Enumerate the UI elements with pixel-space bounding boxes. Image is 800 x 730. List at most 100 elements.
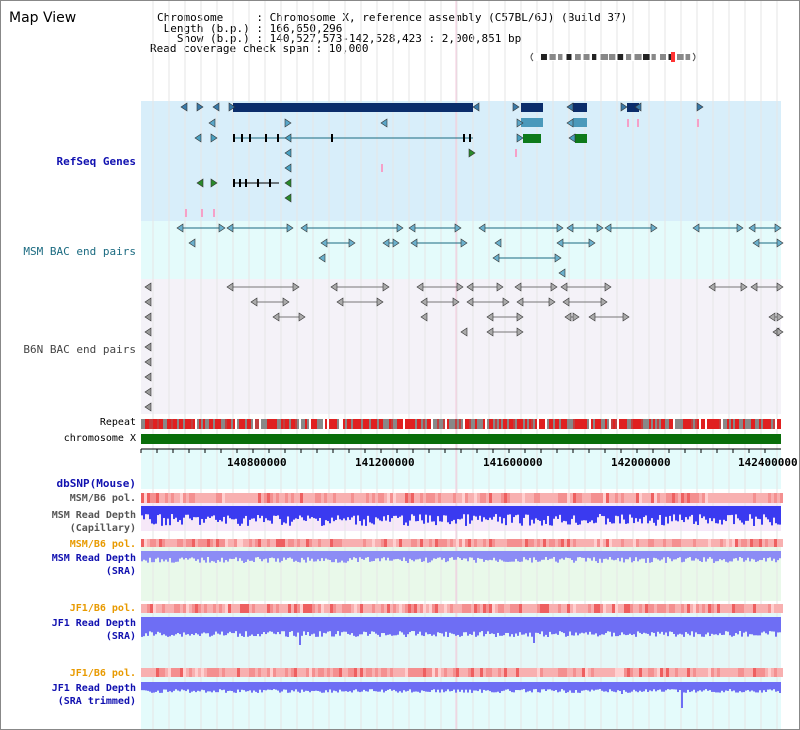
track-label-msm-pol[interactable]: MSM/B6 pol. <box>69 493 136 504</box>
jf1-depth-sra-bar <box>415 617 417 636</box>
msm-pol2-cell <box>636 539 639 547</box>
track-label-b6n-bac[interactable]: B6N BAC end pairs <box>23 343 136 356</box>
jf1-depth-sra-bar <box>481 617 483 632</box>
jf1-pol2-cell <box>309 668 312 677</box>
jf1-depth-trimmed-bar <box>663 682 665 692</box>
jf1-depth-trimmed-bar <box>409 682 411 690</box>
jf1-depth-sra-bar <box>165 617 167 636</box>
msm-pol-cell <box>252 493 255 503</box>
track-label-msm-depth-capillary[interactable]: MSM Read Depth (Capillary) <box>51 510 136 534</box>
msm-depth-sra-bar <box>437 551 439 558</box>
jf1-depth-trimmed-bar <box>695 682 697 693</box>
repeat-segment <box>579 419 581 429</box>
jf1-depth-trimmed-bar <box>427 682 429 692</box>
jf1-depth-sra-bar <box>289 617 291 632</box>
jf1-depth-trimmed-bar <box>211 682 213 693</box>
jf1-pol-cell <box>363 604 366 613</box>
msm-depth-sra-bar <box>249 551 251 561</box>
jf1-depth-sra-bar <box>227 617 229 634</box>
repeat-segment <box>407 419 409 429</box>
msm-depth-sra-bar <box>577 551 579 558</box>
msm-depth-capillary-bar <box>313 506 315 519</box>
exon <box>241 134 243 142</box>
direction-arrow <box>736 223 744 233</box>
track-label-msm-pol-2[interactable]: MSM/B6 pol. <box>69 539 136 550</box>
track-label-dbsnp[interactable]: dbSNP(Mouse) <box>56 477 136 490</box>
msm-depth-capillary-bar <box>529 506 531 526</box>
msm-pol2-cell <box>711 539 714 547</box>
jf1-depth-sra-bar <box>185 617 187 635</box>
repeat-segment <box>429 419 431 429</box>
jf1-depth-trimmed-bar <box>373 682 375 692</box>
jf1-depth-trimmed-bar <box>389 682 391 690</box>
jf1-pol-cell <box>468 604 471 613</box>
jf1-pol-cell <box>432 604 435 613</box>
msm-depth-sra-bar <box>175 551 177 562</box>
msm-pol2-cell <box>351 539 354 547</box>
direction-arrow <box>144 282 152 292</box>
msm-pol-cell <box>429 493 432 503</box>
msm-pol2-cell <box>330 539 333 547</box>
msm-pol-cell <box>348 493 351 503</box>
jf1-depth-sra-bar <box>757 617 759 636</box>
repeat-segment <box>705 419 707 429</box>
msm-pol2-cell <box>753 539 756 547</box>
track-label-refseq[interactable]: RefSeq Genes <box>56 155 136 168</box>
jf1-depth-trimmed-bar <box>513 682 515 693</box>
msm-pol-cell <box>615 493 618 503</box>
msm-pol-cell <box>309 493 312 503</box>
jf1-depth-trimmed-bar <box>575 682 577 690</box>
jf1-pol2-cell <box>234 668 237 677</box>
msm-depth-capillary-bar <box>353 506 355 516</box>
msm-pol2-cell <box>558 539 561 547</box>
track-label-jf1-pol[interactable]: JF1/B6 pol. <box>69 603 136 614</box>
msm-pol2-cell <box>729 539 732 547</box>
msm-depth-sra-bar <box>543 551 545 560</box>
track-label-msm-bac[interactable]: MSM BAC end pairs <box>23 245 136 258</box>
repeat-segment <box>315 419 317 429</box>
jf1-pol-cell <box>252 604 255 613</box>
msm-depth-sra-bar <box>701 551 703 563</box>
jf1-depth-trimmed-bar <box>757 682 759 693</box>
jf1-depth-sra-bar <box>643 617 645 633</box>
msm-pol2-cell <box>282 539 285 547</box>
msm-pol2-cell <box>648 539 651 547</box>
repeat-segment <box>763 419 765 429</box>
snp-mark <box>697 119 699 127</box>
msm-depth-sra-bar <box>729 551 731 562</box>
msm-pol-cell <box>687 493 690 503</box>
msm-depth-sra-bar <box>731 551 733 562</box>
repeat-segment <box>325 419 327 429</box>
msm-depth-capillary-bar <box>613 506 615 524</box>
msm-depth-capillary-bar <box>169 506 171 526</box>
msm-depth-sra-bar <box>357 551 359 562</box>
jf1-depth-trimmed-bar <box>579 682 581 693</box>
msm-depth-capillary-bar <box>749 506 751 515</box>
msm-pol-cell <box>771 493 774 503</box>
repeat-segment <box>149 419 151 429</box>
msm-pol-cell <box>270 493 273 503</box>
repeat-segment <box>477 419 479 429</box>
jf1-pol2-cell <box>561 668 564 677</box>
track-label-jf1-pol-2[interactable]: JF1/B6 pol. <box>69 668 136 679</box>
jf1-depth-sra-bar <box>275 617 277 635</box>
msm-depth-capillary-bar <box>633 506 635 524</box>
msm-depth-capillary-bar <box>359 506 361 522</box>
track-label-jf1-depth-sra[interactable]: JF1 Read Depth (SRA) <box>51 618 136 642</box>
jf1-pol-cell <box>312 604 315 613</box>
jf1-depth-trimmed-bar <box>759 682 761 691</box>
msm-pol2-cell <box>504 539 507 547</box>
direction-arrow <box>210 133 218 143</box>
msm-depth-capillary-bar <box>383 506 385 517</box>
repeat-segment <box>723 419 725 429</box>
msm-depth-sra-bar <box>273 551 275 559</box>
msm-pol-cell <box>756 493 759 503</box>
msm-depth-sra-bar <box>511 551 513 562</box>
track-label-msm-depth-sra[interactable]: MSM Read Depth (SRA) <box>51 553 136 577</box>
jf1-depth-trimmed-bar <box>369 682 371 690</box>
track-label-jf1-depth-trimmed[interactable]: JF1 Read Depth (SRA trimmed) <box>51 683 136 707</box>
jf1-depth-trimmed-bar <box>269 682 271 690</box>
msm-depth-sra-bar <box>311 551 313 559</box>
repeat-segment <box>263 419 265 429</box>
